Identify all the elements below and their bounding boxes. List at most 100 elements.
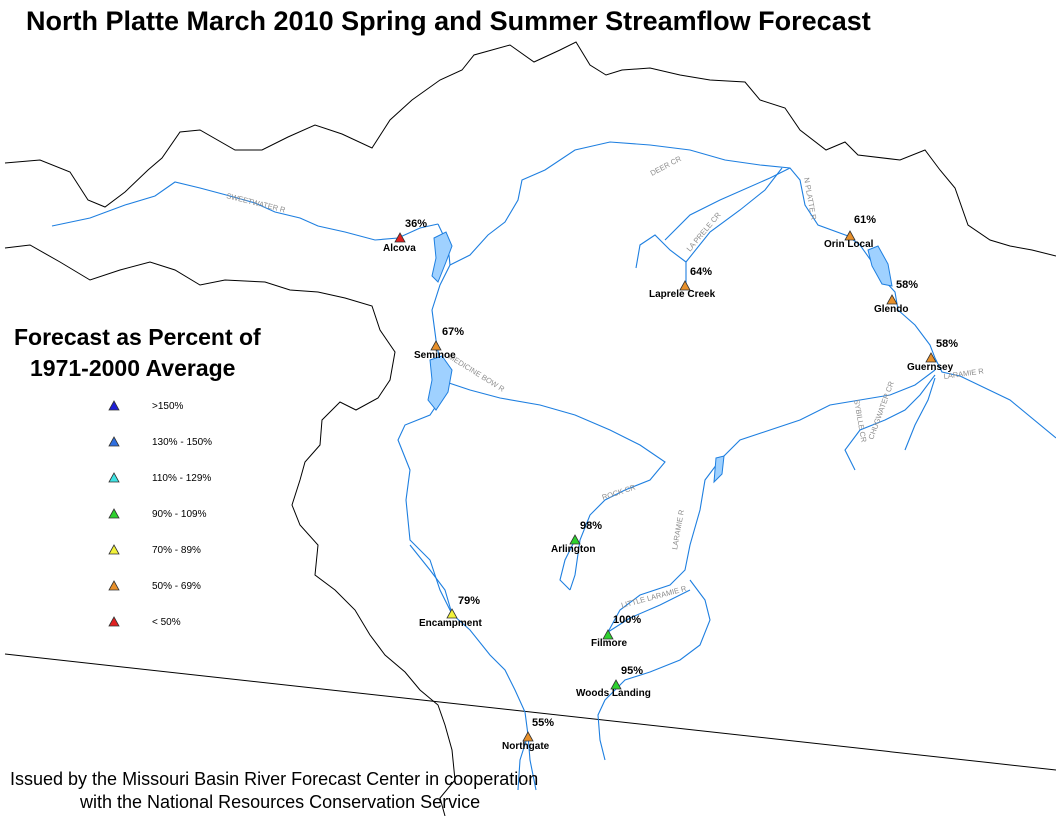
station-name: Filmore xyxy=(591,638,628,649)
legend-item: 90% - 109% xyxy=(108,506,268,522)
river-label: ROCK CR xyxy=(601,482,637,501)
station-name: Woods Landing xyxy=(576,688,651,699)
la-prele-creek xyxy=(664,167,791,241)
pathfinder-reservoir xyxy=(427,355,453,411)
glendo-reservoir xyxy=(867,245,893,287)
credit-line2: with the National Resources Conservation… xyxy=(80,792,481,812)
rock-creek xyxy=(559,539,576,591)
station-marker[interactable]: Encampment 79% xyxy=(419,595,482,629)
river-label: CHUGWATER CR xyxy=(866,380,896,441)
northgate-tributary xyxy=(517,734,529,791)
station-marker[interactable]: Northgate 55% xyxy=(502,717,554,752)
station-name: Encampment xyxy=(419,618,482,629)
river-label: SWEETWATER R xyxy=(226,191,287,214)
legend-item: 70% - 89% xyxy=(108,542,268,558)
river-label: MEDICINE BOW R xyxy=(447,352,507,394)
legend-item: < 50% xyxy=(108,614,268,630)
station-marker[interactable]: Arlington 98% xyxy=(551,520,602,555)
legend-title-line1: Forecast as Percent of xyxy=(14,324,261,350)
river-label: DEER CR xyxy=(649,154,684,178)
north-platte-main xyxy=(397,223,537,791)
station-name: Northgate xyxy=(502,741,550,752)
legend-item-label: 90% - 109% xyxy=(152,509,207,520)
encampment-tributary xyxy=(409,544,453,615)
legend-triangle-icon xyxy=(108,580,120,591)
station-triangle-icon[interactable] xyxy=(844,230,856,241)
station-marker[interactable]: Guernsey 58% xyxy=(907,338,958,373)
river-label: LITTLE LARAMIE R xyxy=(620,584,688,610)
station-name: Glendo xyxy=(874,304,908,315)
station-name: Alcova xyxy=(383,243,416,254)
station-percent: 36% xyxy=(405,218,427,230)
sybille-creek xyxy=(844,374,936,471)
credit-text: Issued by the Missouri Basin River Forec… xyxy=(10,768,538,814)
legend-item: 50% - 69% xyxy=(108,578,268,594)
station-name: Laprele Creek xyxy=(649,289,716,300)
station-marker[interactable]: Laprele Creek 64% xyxy=(649,266,716,300)
sweetwater-river xyxy=(51,181,439,241)
legend-triangle-icon xyxy=(108,544,120,555)
station-marker[interactable]: Woods Landing 95% xyxy=(576,665,651,699)
reservoirs xyxy=(427,231,893,484)
station-percent: 98% xyxy=(580,520,602,532)
river-label: N PLATTE R xyxy=(802,177,818,221)
station-triangle-icon[interactable] xyxy=(610,679,622,690)
station-name: Orin Local xyxy=(824,239,874,250)
station-marker[interactable]: Filmore 100% xyxy=(591,614,641,649)
legend-triangle-icon xyxy=(108,508,120,519)
legend-item-label: 130% - 150% xyxy=(152,437,213,448)
legend-item-label: 70% - 89% xyxy=(152,545,201,556)
legend-triangle-icon xyxy=(108,436,120,447)
legend-triangle-icon xyxy=(108,400,120,411)
station-triangle-icon[interactable] xyxy=(569,534,581,545)
outer-basin-boundary xyxy=(4,41,1056,257)
station-percent: 58% xyxy=(896,279,918,291)
station-triangle-icon[interactable] xyxy=(886,294,898,305)
station-percent: 67% xyxy=(442,326,464,338)
station-triangle-icon[interactable] xyxy=(394,232,406,243)
legend-item: 130% - 150% xyxy=(108,434,268,450)
station-triangle-icon[interactable] xyxy=(925,352,937,363)
station-percent: 79% xyxy=(458,595,480,607)
laramie-reservoir xyxy=(713,455,725,484)
alcova-reservoir xyxy=(431,231,453,283)
station-percent: 55% xyxy=(532,717,554,729)
station-triangle-icon[interactable] xyxy=(522,731,534,742)
credit-line1: Issued by the Missouri Basin River Forec… xyxy=(10,769,539,789)
river-label: LA PRELE CR xyxy=(685,210,723,253)
deer-creek-upper xyxy=(635,234,687,269)
legend-item-label: >150% xyxy=(152,401,184,412)
station-marker[interactable]: Seminoe 67% xyxy=(414,326,464,361)
legend-title: Forecast as Percent of 1971-2000 Average xyxy=(14,322,261,384)
state-line-boundary xyxy=(4,653,1056,771)
river-label: LARAMIE R xyxy=(670,508,686,550)
legend-item-label: < 50% xyxy=(152,617,181,628)
laramie-river-lower xyxy=(597,579,711,761)
station-name: Seminoe xyxy=(414,350,456,361)
station-name: Guernsey xyxy=(907,362,954,373)
basin-boundaries xyxy=(4,41,1056,816)
little-laramie xyxy=(607,589,691,633)
legend-item-label: 50% - 69% xyxy=(152,581,201,592)
station-triangle-icon[interactable] xyxy=(430,340,442,351)
station-percent: 61% xyxy=(854,214,876,226)
legend-item-label: 110% - 129% xyxy=(152,473,212,484)
station-marker[interactable]: Alcova 36% xyxy=(383,218,427,254)
station-percent: 64% xyxy=(690,266,712,278)
legend-item: >150% xyxy=(108,398,268,414)
station-triangle-icon[interactable] xyxy=(602,629,614,640)
station-percent: 100% xyxy=(613,614,641,626)
legend-item: 110% - 129% xyxy=(108,470,268,486)
station-marker[interactable]: Orin Local 61% xyxy=(824,214,876,250)
deer-creek xyxy=(685,167,783,285)
legend-triangle-icon xyxy=(108,616,120,627)
river-network xyxy=(51,141,1056,791)
station-percent: 95% xyxy=(621,665,643,677)
station-name: Arlington xyxy=(551,544,595,555)
station-marker[interactable]: Glendo 58% xyxy=(874,279,918,315)
station-triangle-icon[interactable] xyxy=(446,608,458,619)
station-percent: 58% xyxy=(936,338,958,350)
map-title: North Platte March 2010 Spring and Summe… xyxy=(26,6,871,36)
station-triangle-icon[interactable] xyxy=(679,280,691,291)
